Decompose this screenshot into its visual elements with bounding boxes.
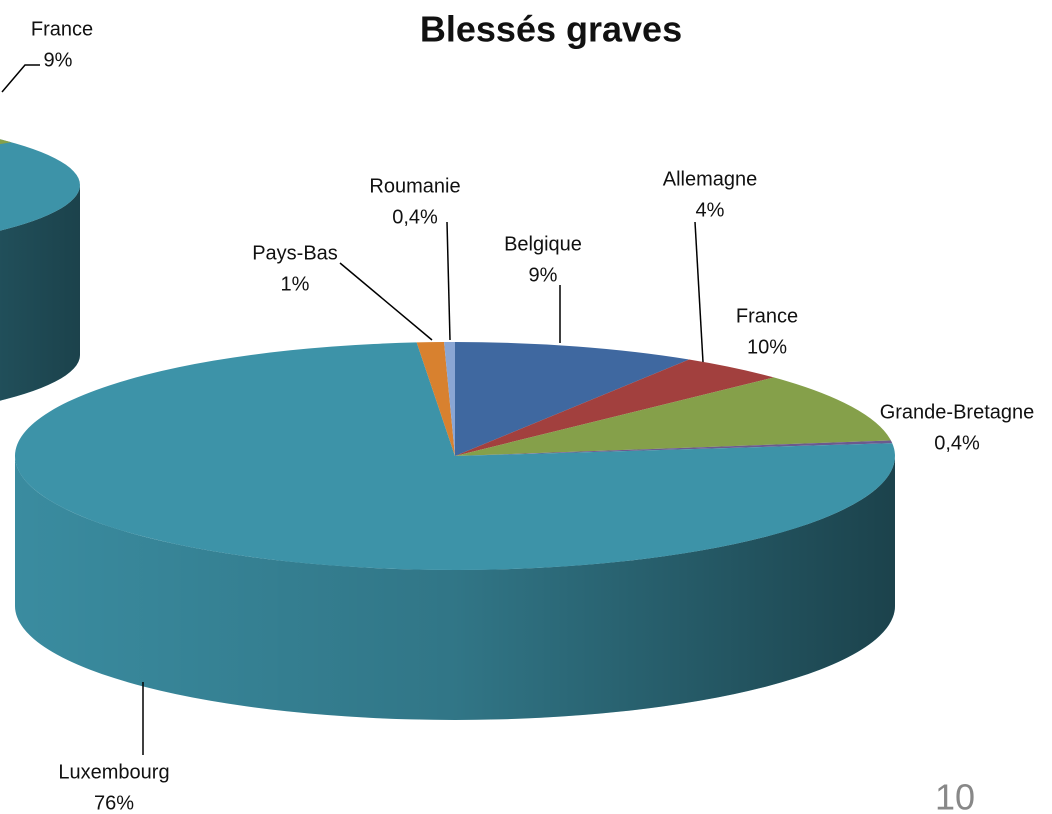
fragment-top xyxy=(0,139,80,231)
value-label: 9% xyxy=(44,49,73,71)
value-label: 76% xyxy=(94,792,134,814)
fragment-side-shade xyxy=(0,185,80,401)
category-label: Allemagne xyxy=(663,168,758,190)
slice xyxy=(455,359,774,456)
leader-line xyxy=(446,221,451,341)
fragment-pie xyxy=(0,139,80,401)
leader-line xyxy=(339,262,433,341)
slice xyxy=(14,342,895,570)
category-label: Pays-Bas xyxy=(252,242,338,264)
value-label: 9% xyxy=(529,264,558,286)
category-label: Belgique xyxy=(504,233,582,255)
slice xyxy=(444,342,455,456)
chart-title: Blessés graves xyxy=(420,9,682,50)
value-label: 0,4% xyxy=(392,206,438,228)
slice xyxy=(455,341,690,456)
value-label: 0,4% xyxy=(934,432,980,454)
slice xyxy=(455,440,893,456)
slice xyxy=(455,377,891,456)
side-shade xyxy=(15,456,895,720)
value-label: 4% xyxy=(696,199,725,221)
slice xyxy=(0,139,12,145)
page-number: 10 xyxy=(935,777,975,814)
leader-line xyxy=(694,221,704,363)
category-label: Grande-Bretagne xyxy=(880,401,1035,423)
value-label: 10% xyxy=(747,336,787,358)
category-label: France xyxy=(31,18,93,40)
category-label: Roumanie xyxy=(369,175,460,197)
category-label: Luxembourg xyxy=(58,761,169,783)
category-label: France xyxy=(736,305,798,327)
slice xyxy=(416,342,455,456)
value-label: 1% xyxy=(281,273,310,295)
leader-line xyxy=(1,64,40,93)
